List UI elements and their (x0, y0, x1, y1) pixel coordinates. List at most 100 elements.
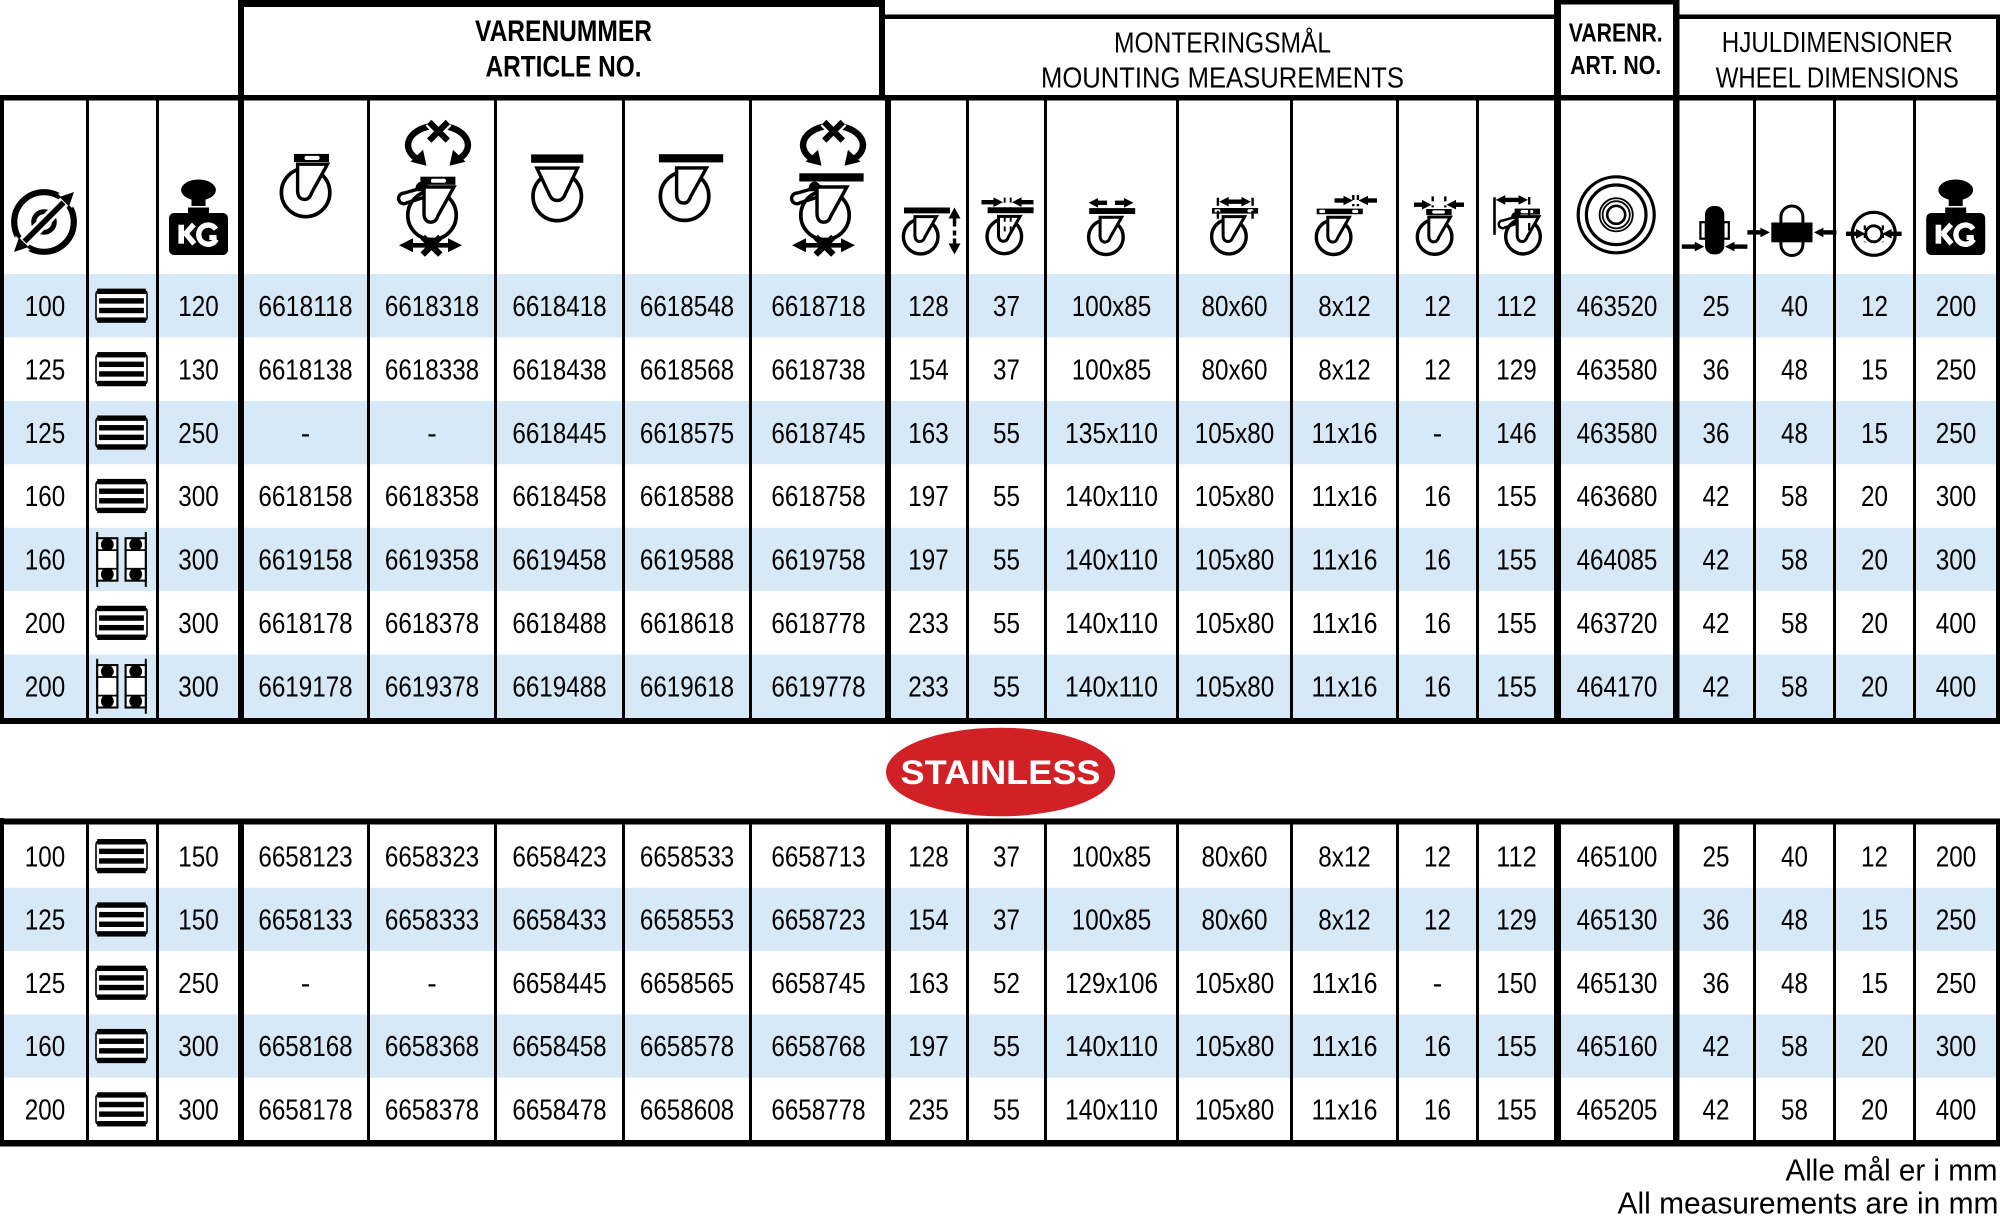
svg-text:128: 128 (908, 841, 948, 873)
svg-text:6658445: 6658445 (512, 968, 606, 1000)
svg-text:200: 200 (25, 672, 65, 704)
svg-text:200: 200 (1936, 841, 1976, 873)
svg-text:6618488: 6618488 (512, 608, 606, 640)
svg-text:300: 300 (178, 1031, 218, 1063)
svg-text:6618548: 6618548 (640, 291, 734, 323)
svg-text:ARTICLE NO.: ARTICLE NO. (486, 51, 642, 84)
svg-text:129: 129 (1496, 905, 1536, 937)
svg-text:6618118: 6618118 (258, 291, 352, 323)
svg-text:105x80: 105x80 (1195, 545, 1275, 577)
svg-text:VARENR.: VARENR. (1569, 18, 1663, 48)
svg-text:12: 12 (1424, 354, 1451, 386)
svg-text:465160: 465160 (1577, 1031, 1658, 1063)
svg-text:55: 55 (993, 418, 1020, 450)
svg-text:58: 58 (1781, 481, 1808, 513)
svg-text:42: 42 (1703, 672, 1730, 704)
svg-text:463720: 463720 (1577, 608, 1658, 640)
svg-text:120: 120 (178, 291, 218, 323)
svg-text:11x16: 11x16 (1312, 418, 1378, 450)
svg-text:16: 16 (1424, 608, 1451, 640)
svg-text:6619588: 6619588 (640, 545, 734, 577)
svg-text:250: 250 (1936, 418, 1976, 450)
svg-text:233: 233 (908, 672, 948, 704)
svg-text:48: 48 (1781, 418, 1808, 450)
svg-text:135x110: 135x110 (1065, 418, 1158, 450)
svg-text:6618588: 6618588 (640, 481, 734, 513)
svg-text:6658123: 6658123 (258, 841, 352, 873)
svg-text:400: 400 (1936, 608, 1976, 640)
svg-text:250: 250 (1936, 905, 1976, 937)
svg-text:140x110: 140x110 (1065, 1095, 1158, 1127)
svg-text:11x16: 11x16 (1312, 481, 1378, 513)
svg-text:20: 20 (1861, 1031, 1888, 1063)
svg-text:6618778: 6618778 (771, 608, 865, 640)
svg-text:128: 128 (908, 291, 948, 323)
svg-text:6618138: 6618138 (258, 354, 352, 386)
svg-text:129x106: 129x106 (1065, 968, 1158, 1000)
svg-text:6658133: 6658133 (258, 905, 352, 937)
svg-text:300: 300 (178, 672, 218, 704)
svg-text:36: 36 (1703, 354, 1730, 386)
svg-text:463520: 463520 (1577, 291, 1658, 323)
svg-text:42: 42 (1703, 608, 1730, 640)
svg-text:140x110: 140x110 (1065, 1031, 1158, 1063)
svg-text:8x12: 8x12 (1318, 905, 1371, 937)
svg-text:300: 300 (1936, 545, 1976, 577)
svg-text:55: 55 (993, 545, 1020, 577)
svg-text:15: 15 (1861, 905, 1888, 937)
svg-text:197: 197 (908, 481, 948, 513)
svg-text:6618338: 6618338 (385, 354, 479, 386)
svg-text:6618568: 6618568 (640, 354, 734, 386)
svg-text:140x110: 140x110 (1065, 672, 1158, 704)
svg-text:11x16: 11x16 (1312, 1095, 1378, 1127)
svg-text:6619178: 6619178 (258, 672, 352, 704)
svg-text:12: 12 (1424, 291, 1451, 323)
svg-text:300: 300 (178, 1095, 218, 1127)
svg-text:25: 25 (1703, 841, 1730, 873)
svg-text:155: 155 (1496, 545, 1536, 577)
svg-text:105x80: 105x80 (1195, 608, 1275, 640)
svg-text:12: 12 (1861, 291, 1888, 323)
svg-text:8x12: 8x12 (1318, 291, 1371, 323)
svg-text:6618718: 6618718 (771, 291, 865, 323)
svg-text:155: 155 (1496, 481, 1536, 513)
svg-text:16: 16 (1424, 1031, 1451, 1063)
svg-text:-: - (427, 418, 437, 450)
svg-text:112: 112 (1496, 291, 1536, 323)
svg-text:40: 40 (1781, 841, 1808, 873)
svg-text:20: 20 (1861, 1095, 1888, 1127)
svg-text:58: 58 (1781, 672, 1808, 704)
svg-text:105x80: 105x80 (1195, 1095, 1275, 1127)
svg-text:55: 55 (993, 481, 1020, 513)
svg-text:37: 37 (993, 354, 1020, 386)
svg-text:16: 16 (1424, 1095, 1451, 1127)
svg-text:55: 55 (993, 608, 1020, 640)
svg-text:16: 16 (1424, 481, 1451, 513)
svg-text:100x85: 100x85 (1072, 841, 1152, 873)
svg-text:25: 25 (1703, 291, 1730, 323)
svg-text:130: 130 (178, 354, 218, 386)
svg-text:300: 300 (1936, 481, 1976, 513)
svg-text:6619158: 6619158 (258, 545, 352, 577)
svg-text:6658333: 6658333 (385, 905, 479, 937)
svg-text:140x110: 140x110 (1065, 545, 1158, 577)
svg-text:52: 52 (993, 968, 1020, 1000)
svg-text:6618318: 6618318 (385, 291, 479, 323)
svg-text:197: 197 (908, 545, 948, 577)
svg-text:465100: 465100 (1577, 841, 1658, 873)
svg-text:6658565: 6658565 (640, 968, 734, 1000)
svg-text:6618358: 6618358 (385, 481, 479, 513)
svg-text:6658533: 6658533 (640, 841, 734, 873)
svg-text:300: 300 (178, 545, 218, 577)
svg-text:WHEEL DIMENSIONS: WHEEL DIMENSIONS (1716, 62, 1959, 94)
svg-text:8x12: 8x12 (1318, 841, 1371, 873)
svg-text:ART. NO.: ART. NO. (1570, 50, 1661, 80)
svg-text:6658608: 6658608 (640, 1095, 734, 1127)
svg-text:48: 48 (1781, 968, 1808, 1000)
svg-text:6658553: 6658553 (640, 905, 734, 937)
svg-text:15: 15 (1861, 418, 1888, 450)
svg-text:464085: 464085 (1577, 545, 1658, 577)
svg-text:140x110: 140x110 (1065, 481, 1158, 513)
svg-text:100x85: 100x85 (1072, 905, 1152, 937)
svg-text:20: 20 (1861, 481, 1888, 513)
